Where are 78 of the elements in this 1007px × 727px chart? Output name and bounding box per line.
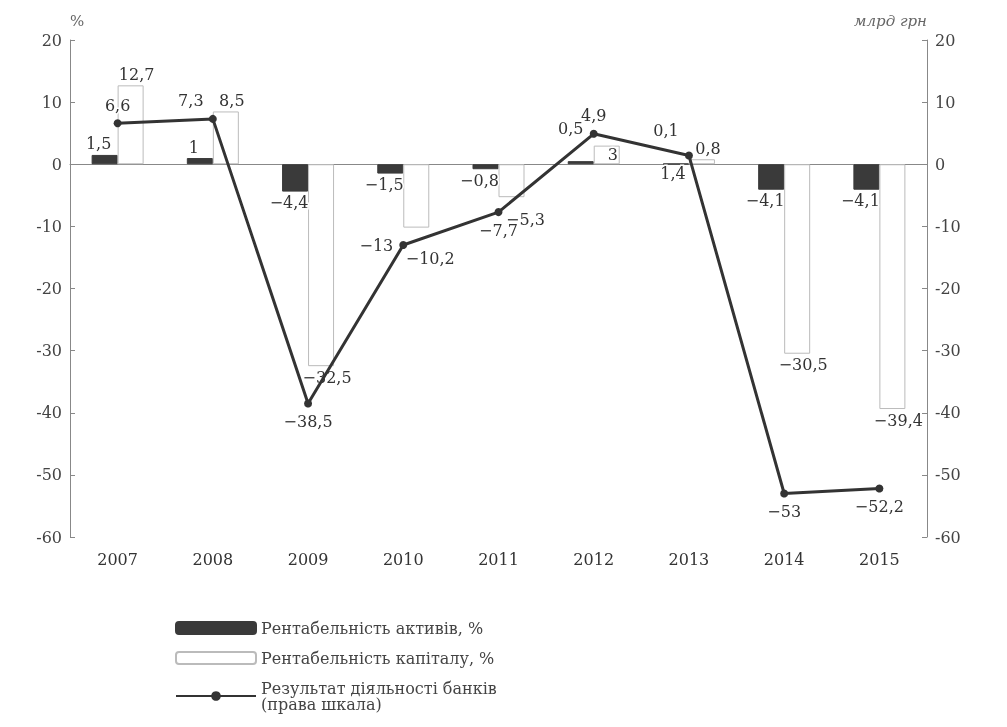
point — [684, 151, 693, 160]
data-label: −4,1 — [745, 191, 785, 211]
y-tick-label: -40 — [36, 403, 62, 423]
legend-label: Рентабельність активів, % — [261, 618, 484, 638]
bar — [784, 164, 811, 354]
data-label: 1 — [188, 137, 199, 157]
data-label: −52,2 — [854, 497, 904, 517]
data-label: −38,5 — [283, 411, 333, 431]
x-tick-label: 2015 — [859, 549, 900, 569]
data-label: 0,1 — [653, 120, 679, 140]
point — [399, 241, 408, 250]
data-label: −0,8 — [460, 170, 499, 190]
data-label: −4,4 — [269, 193, 309, 213]
y-tick-label: -60 — [36, 527, 62, 547]
y-tick-label: -50 — [36, 465, 62, 485]
data-label: 7,3 — [178, 91, 204, 111]
data-label: −53 — [767, 502, 802, 522]
y2-tick-label: 20 — [935, 30, 956, 50]
x-tick-label: 2013 — [668, 549, 710, 569]
x-tick-label: 2007 — [97, 549, 138, 569]
bar — [879, 164, 906, 410]
point — [113, 119, 122, 128]
data-label: −30,5 — [778, 355, 828, 375]
point — [875, 484, 884, 493]
x-tick-label: 2014 — [763, 549, 805, 569]
y-tick-label: -10 — [36, 216, 62, 236]
data-label: 6,6 — [104, 95, 131, 115]
point — [304, 399, 313, 408]
bar — [758, 164, 785, 190]
bar — [567, 161, 594, 165]
y-tick-label: 20 — [41, 30, 62, 50]
y-tick-label: -20 — [36, 279, 62, 298]
bar — [403, 164, 430, 228]
data-label: 12,7 — [118, 64, 155, 84]
x-tick-label: 2008 — [192, 549, 234, 569]
data-label: 3 — [607, 145, 618, 165]
data-label: 8,5 — [219, 90, 245, 110]
bar — [377, 164, 404, 174]
y-tick-label: 10 — [41, 92, 62, 112]
data-label: 4,9 — [581, 106, 607, 126]
y-axis-title: % — [70, 11, 85, 30]
data-label: −1,5 — [364, 175, 404, 195]
y-tick-label: -30 — [36, 341, 62, 361]
y2-tick-label: 0 — [935, 154, 946, 174]
bar — [472, 164, 499, 170]
point — [494, 208, 503, 217]
data-label: 1,5 — [85, 134, 112, 154]
y2-tick-label: -20 — [935, 279, 961, 298]
point — [208, 114, 217, 123]
data-label: 0,5 — [558, 118, 584, 138]
y2-tick-label: -50 — [935, 465, 961, 485]
x-tick-label: 2009 — [287, 549, 329, 569]
x-tick-label: 2011 — [478, 549, 519, 569]
y2-tick-label: 10 — [935, 92, 956, 112]
data-label: 0,8 — [695, 138, 721, 158]
point — [589, 129, 598, 138]
point — [780, 489, 789, 498]
y2-axis-title: млрд грн — [854, 11, 927, 30]
data-label: −4,1 — [840, 191, 880, 211]
bar — [853, 164, 880, 190]
y2-tick-label: -60 — [935, 527, 961, 547]
bar — [91, 154, 118, 165]
x-tick-label: 2012 — [573, 549, 615, 569]
y2-tick-label: -30 — [935, 341, 961, 361]
x-tick-label: 2010 — [382, 549, 424, 569]
data-label: −10,2 — [405, 248, 455, 268]
data-label: −13 — [359, 235, 394, 255]
data-label: −39,4 — [873, 410, 923, 430]
legend-label: Результат діяльності банків (права шкала) — [261, 678, 497, 714]
legend-label: Рентабельність капіталу, % — [261, 648, 495, 668]
data-label: 1,4 — [660, 164, 686, 184]
y2-tick-label: -10 — [935, 216, 961, 236]
bar — [308, 164, 335, 367]
y-tick-label: 0 — [51, 154, 62, 174]
y2-tick-label: -40 — [935, 403, 961, 423]
bar — [186, 158, 213, 165]
bar — [498, 164, 525, 198]
bar — [282, 164, 309, 192]
